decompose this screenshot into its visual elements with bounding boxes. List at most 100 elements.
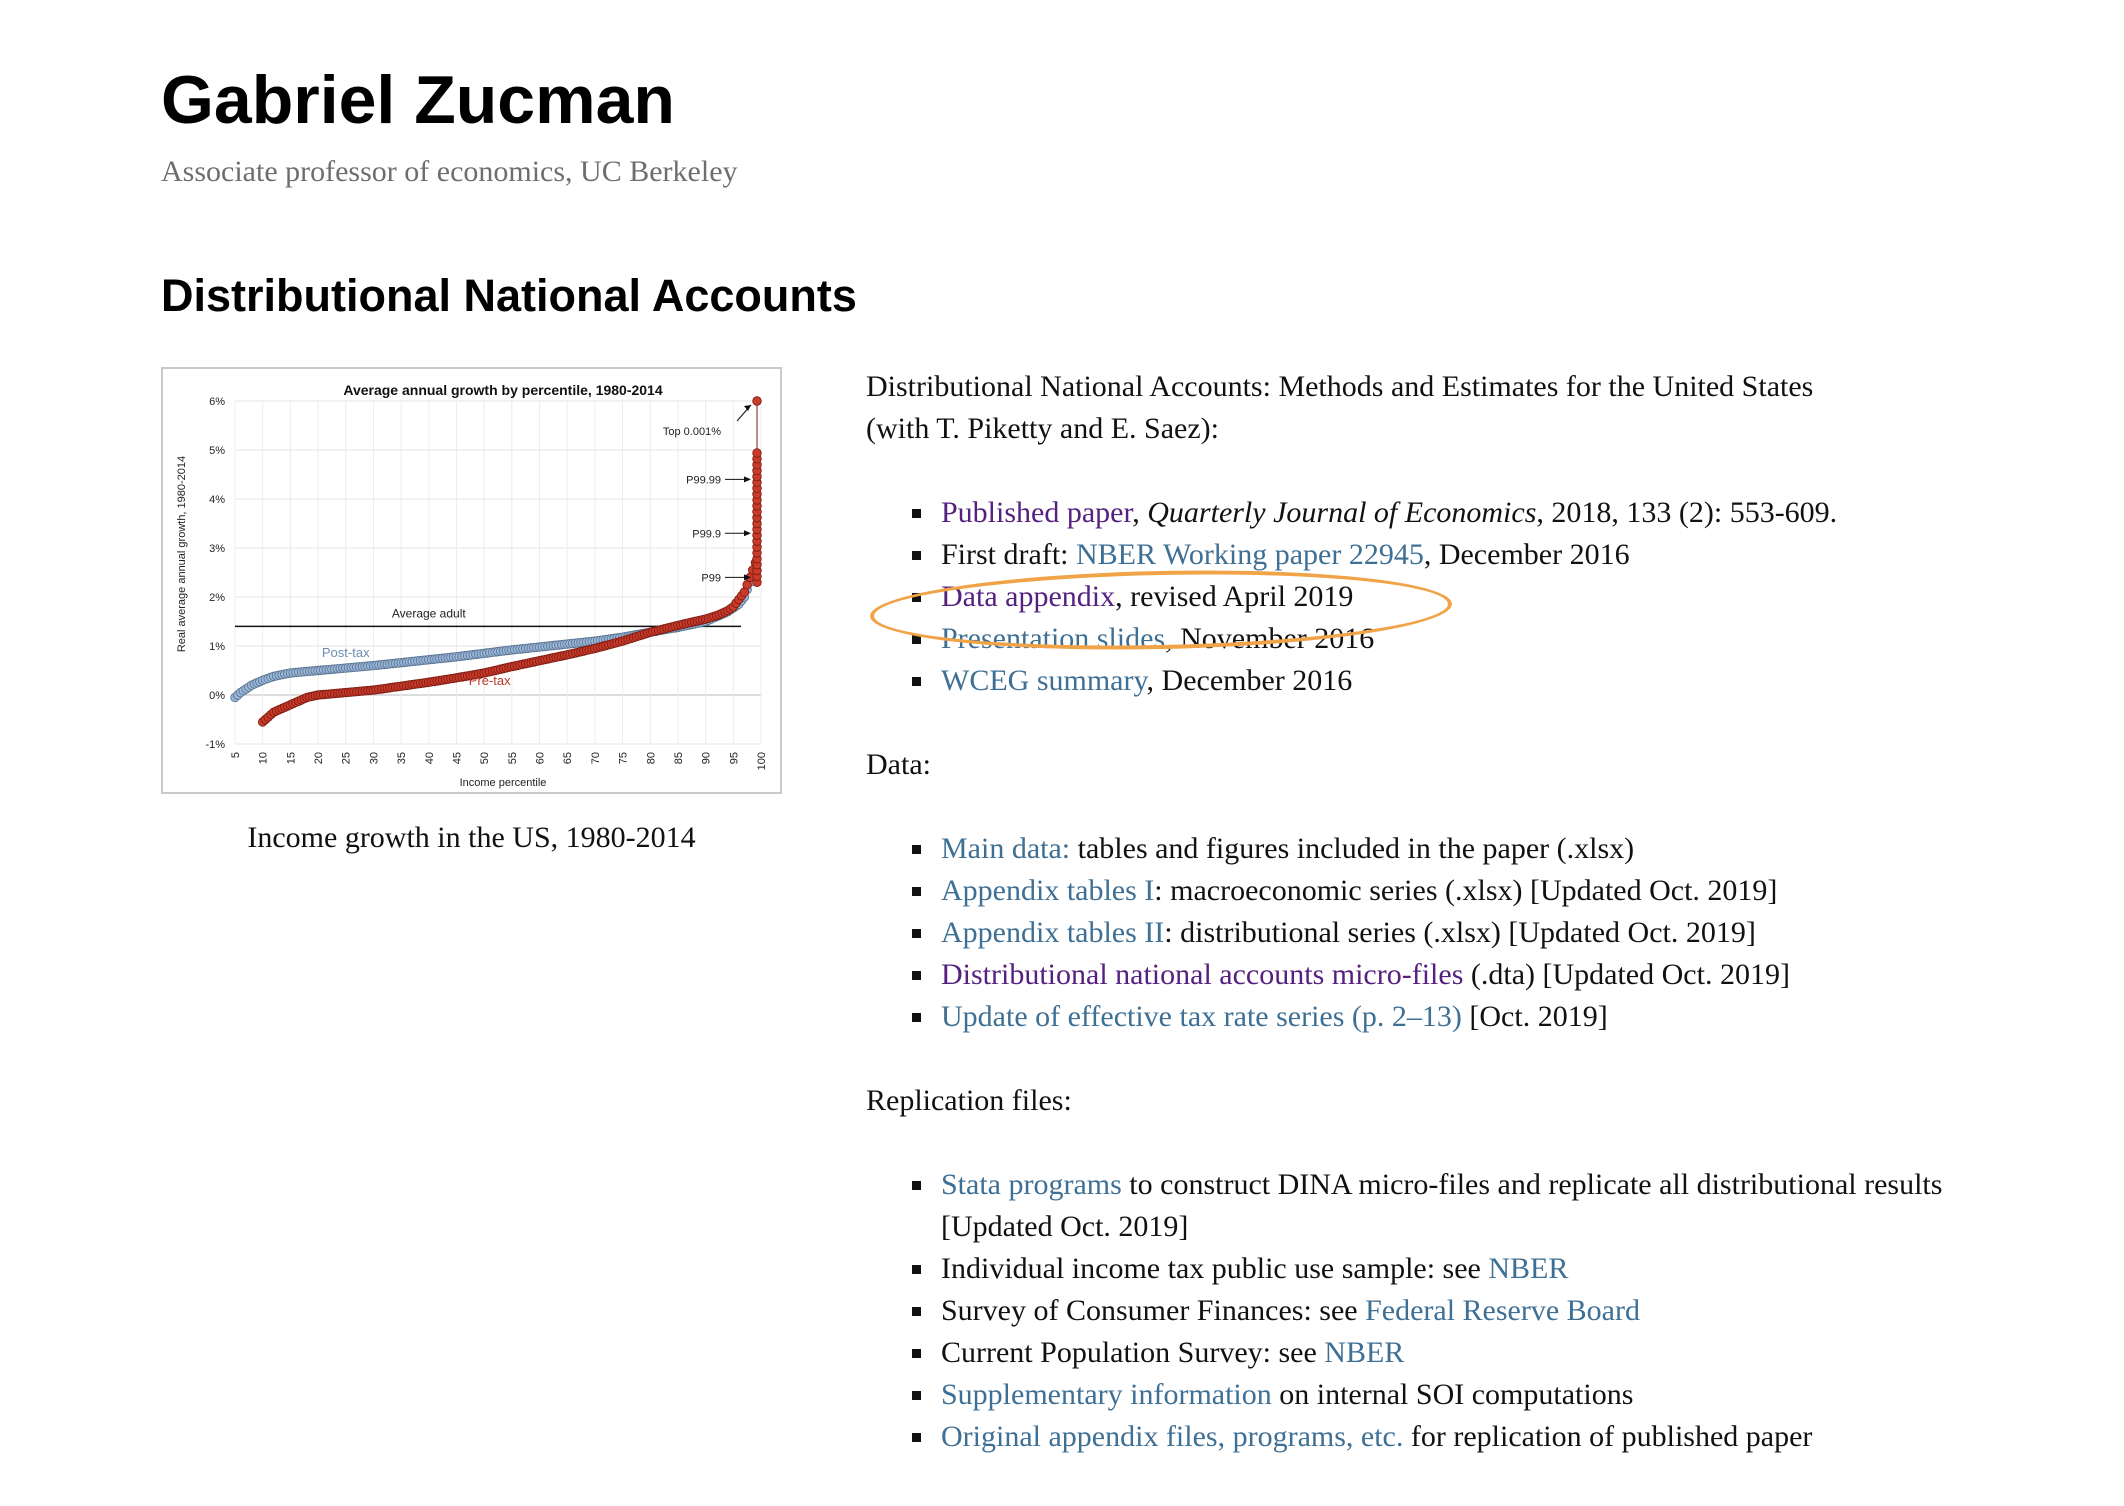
chart-y-tick-label: 1% <box>209 641 225 653</box>
main-content: Distributional National Accounts: Method… <box>866 366 2106 1458</box>
micro-files-link[interactable]: Distributional national accounts micro-f… <box>941 958 1464 991</box>
paper-intro-line1: Distributional National Accounts: Method… <box>866 370 1814 403</box>
nber-working-paper-link[interactable]: NBER Working paper 22945 <box>1076 538 1424 571</box>
list-item-text: , 2018, 133 (2): 553-609. <box>1536 496 1838 529</box>
chart-x-tick-label: 70 <box>590 752 602 764</box>
chart-point-top <box>752 448 762 458</box>
chart-svg: Average annual growth by percentile, 198… <box>176 382 768 789</box>
federal-reserve-link[interactable]: Federal Reserve Board <box>1365 1294 1640 1327</box>
income-growth-chart[interactable]: Average annual growth by percentile, 198… <box>161 367 782 794</box>
chart-reference-label: Average adult <box>392 606 467 620</box>
list-item-text: for replication of published paper <box>1403 1420 1813 1453</box>
effective-tax-rate-link[interactable]: Update of effective tax rate series (p. … <box>941 1000 1462 1033</box>
chart-x-tick-label: 20 <box>313 752 325 764</box>
chart-y-tick-label: 2% <box>209 592 225 604</box>
chart-annotation-label: P99.99 <box>686 474 721 486</box>
list-item: Survey of Consumer Finances: see Federal… <box>866 1290 2106 1332</box>
data-appendix-link[interactable]: Data appendix <box>941 580 1116 613</box>
list-item-text: , November 2016 <box>1165 622 1375 655</box>
paper-list: Published paper, Quarterly Journal of Ec… <box>866 492 2106 702</box>
replication-label: Replication files: <box>866 1084 1072 1117</box>
chart-series-label: Pre-tax <box>469 673 511 688</box>
chart-x-tick-label: 85 <box>673 752 685 764</box>
chart-title: Average annual growth by percentile, 198… <box>343 382 662 398</box>
data-list: Main data: tables and figures included i… <box>866 828 2106 1038</box>
stata-programs-link[interactable]: Stata programs <box>941 1168 1122 1201</box>
list-item-text: Survey of Consumer Finances: see <box>941 1294 1366 1327</box>
list-item-text: , December 2016 <box>1423 538 1630 571</box>
list-item-text: Individual income tax public use sample:… <box>941 1252 1489 1285</box>
list-item: Appendix tables I: macroeconomic series … <box>866 870 2106 912</box>
chart-y-tick-label: 3% <box>209 543 225 555</box>
chart-x-tick-label: 40 <box>424 752 436 764</box>
chart-x-tick-label: 55 <box>507 752 519 764</box>
chart-y-tick-label: 6% <box>209 396 225 408</box>
list-item: Original appendix files, programs, etc. … <box>866 1416 2106 1458</box>
chart-point-top <box>752 396 762 406</box>
presentation-slides-link[interactable]: Presentation slides <box>941 622 1166 655</box>
list-item: Individual income tax public use sample:… <box>866 1248 2106 1290</box>
paper-intro-line2: (with T. Piketty and E. Saez): <box>866 412 1219 445</box>
chart-annotation-label: P99 <box>701 572 721 584</box>
section-title: Distributional National Accounts <box>161 270 857 321</box>
chart-x-tick-label: 65 <box>562 752 574 764</box>
chart-x-tick-label: 80 <box>645 752 657 764</box>
list-item-text: : macroeconomic series (.xlsx) [Updated … <box>1154 874 1778 907</box>
list-item: Update of effective tax rate series (p. … <box>866 996 2106 1038</box>
wceg-summary-link[interactable]: WCEG summary <box>941 664 1147 697</box>
list-item-sep: , <box>1132 496 1148 529</box>
chart-x-tick-label: 5 <box>230 752 242 758</box>
list-item-text: (.dta) [Updated Oct. 2019] <box>1463 958 1790 991</box>
chart-y-tick-label: -1% <box>205 739 225 751</box>
supplementary-info-link[interactable]: Supplementary information <box>941 1378 1272 1411</box>
nber-cps-link[interactable]: NBER <box>1324 1336 1405 1369</box>
paper-intro: Distributional National Accounts: Method… <box>866 366 2106 450</box>
chart-x-tick-label: 30 <box>368 752 380 764</box>
chart-x-tick-label: 45 <box>451 752 463 764</box>
list-item: First draft: NBER Working paper 22945, D… <box>866 534 2106 576</box>
journal-name: Quarterly Journal of Economics <box>1147 496 1537 529</box>
published-paper-link[interactable]: Published paper <box>941 496 1133 529</box>
appendix-tables-2-link[interactable]: Appendix tables II <box>941 916 1165 949</box>
nber-tax-sample-link[interactable]: NBER <box>1488 1252 1569 1285</box>
list-item: Presentation slides, November 2016 <box>866 618 2106 660</box>
list-item-text: [Updated Oct. 2019] <box>941 1210 1189 1243</box>
chart-y-tick-label: 4% <box>209 494 225 506</box>
chart-x-tick-label: 10 <box>258 752 270 764</box>
chart-series-label: Post-tax <box>322 645 370 660</box>
data-label: Data: <box>866 748 931 781</box>
list-item: Current Population Survey: see NBER <box>866 1332 2106 1374</box>
chart-y-tick-label: 0% <box>209 690 225 702</box>
list-item: Distributional national accounts micro-f… <box>866 954 2106 996</box>
chart-x-axis-label: Income percentile <box>460 777 547 789</box>
list-item: WCEG summary, December 2016 <box>866 660 2106 702</box>
main-data-link[interactable]: Main data: <box>941 832 1071 865</box>
chart-x-tick-label: 60 <box>535 752 547 764</box>
list-item-text: on internal SOI computations <box>1271 1378 1634 1411</box>
list-item-text: to construct DINA micro-files and replic… <box>1121 1168 1943 1201</box>
chart-x-tick-label: 15 <box>285 752 297 764</box>
replication-list: Stata programs to construct DINA micro-f… <box>866 1164 2106 1458</box>
page-title: Gabriel Zucman <box>161 62 675 138</box>
chart-y-tick-label: 5% <box>209 445 225 457</box>
chart-x-tick-label: 75 <box>618 752 630 764</box>
chart-y-axis-label: Real average annual growth, 1980-2014 <box>176 456 188 652</box>
chart-x-tick-label: 95 <box>728 752 740 764</box>
chart-annotation-label: P99.9 <box>692 528 721 540</box>
chart-annotation-arrowhead <box>744 530 751 537</box>
chart-x-tick-label: 50 <box>479 752 491 764</box>
chart-x-tick-label: 90 <box>701 752 713 764</box>
list-item-text: Current Population Survey: see <box>941 1336 1325 1369</box>
chart-x-tick-label: 100 <box>756 752 768 770</box>
list-item-text: , December 2016 <box>1146 664 1353 697</box>
list-item: Supplementary information on internal SO… <box>866 1374 2106 1416</box>
chart-annotation-arrowhead <box>744 476 751 483</box>
list-item-text: First draft: <box>941 538 1076 571</box>
original-appendix-link[interactable]: Original appendix files, programs, etc. <box>941 1420 1404 1453</box>
list-item-text: [Oct. 2019] <box>1461 1000 1608 1033</box>
list-item: Appendix tables II: distributional serie… <box>866 912 2106 954</box>
figure-caption: Income growth in the US, 1980-2014 <box>247 821 696 854</box>
chart-x-tick-label: 35 <box>396 752 408 764</box>
chart-x-tick-label: 25 <box>341 752 353 764</box>
appendix-tables-1-link[interactable]: Appendix tables I <box>941 874 1155 907</box>
